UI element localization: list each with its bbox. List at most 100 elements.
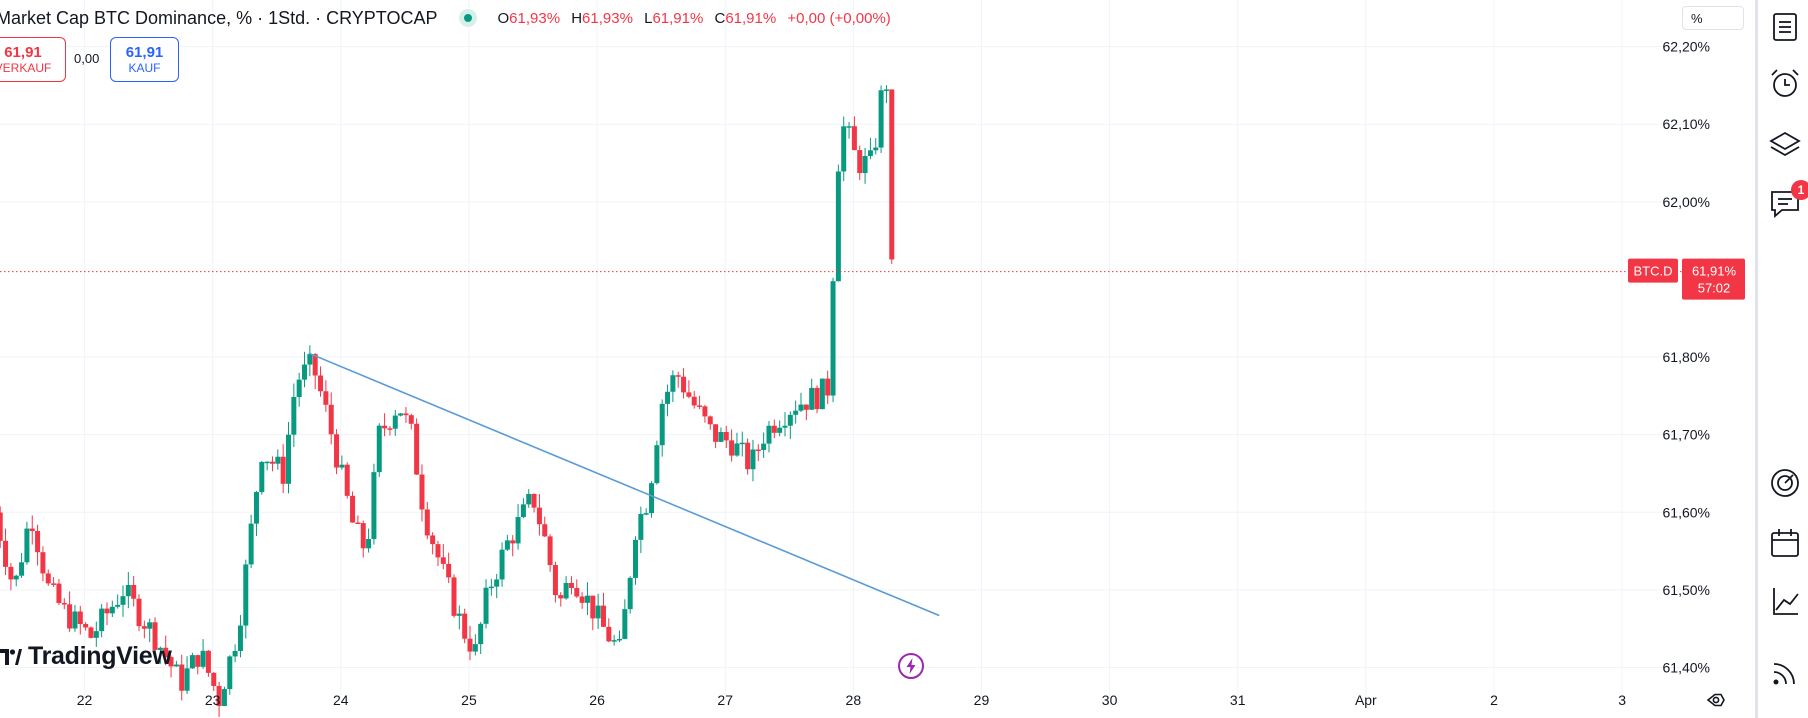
candle-body: [141, 626, 147, 629]
candle-body: [515, 517, 521, 544]
candle-body: [681, 376, 687, 393]
ohlc-close-label: C: [714, 9, 726, 27]
candle-body: [595, 605, 601, 619]
candle-body: [376, 425, 382, 473]
gauge-icon[interactable]: [1768, 466, 1802, 500]
candle-body: [435, 544, 441, 558]
candle-body: [419, 474, 425, 510]
buy-label: KAUF: [128, 61, 161, 75]
candle-body: [227, 656, 233, 690]
candle-body: [488, 586, 494, 589]
candle-body: [35, 530, 41, 553]
y-tick-label: 61,80%: [1663, 349, 1710, 365]
candle-body: [536, 507, 542, 525]
candle-body: [542, 524, 548, 537]
candle-body: [755, 449, 761, 452]
chart-line-icon[interactable]: [1768, 584, 1802, 618]
candle-body: [478, 623, 484, 645]
calendar-icon[interactable]: [1768, 526, 1802, 560]
candle-body: [328, 404, 334, 435]
candle-body: [494, 579, 500, 587]
y-tick-label: 61,40%: [1663, 660, 1710, 676]
y-tick-label: 61,60%: [1663, 504, 1710, 520]
candle-body: [446, 563, 452, 578]
symbol-title[interactable]: Market Cap BTC Dominance, % · 1Std. · CR…: [0, 7, 438, 28]
candle-body: [616, 638, 622, 641]
candle-body: [510, 540, 516, 544]
candle-body: [344, 464, 350, 496]
candle-body: [857, 150, 863, 174]
sell-price: 61,91: [4, 44, 42, 61]
x-tick-label: 30: [1102, 692, 1118, 708]
layers-icon[interactable]: [1768, 127, 1802, 161]
candle-body: [72, 611, 78, 629]
percent-scale-button[interactable]: %: [1682, 6, 1744, 30]
sell-label: VERKAUF: [0, 61, 52, 75]
candle-body: [579, 596, 585, 603]
y-tick-label: 61,70%: [1663, 427, 1710, 443]
candle-body: [355, 522, 361, 525]
alarm-clock-icon[interactable]: [1768, 66, 1802, 100]
candle-body: [846, 126, 852, 128]
candle-body: [873, 147, 879, 151]
candle-body: [280, 456, 286, 484]
candle-body: [318, 375, 324, 392]
candle-body: [3, 540, 9, 567]
candle-body: [56, 583, 62, 603]
candle-body: [568, 582, 574, 588]
ohlc-open-value: 61,93%: [509, 9, 561, 27]
candle-body: [814, 387, 820, 410]
candle-body: [109, 606, 115, 614]
candle-body: [221, 689, 227, 706]
symbol-tag-label: BTC.D: [1634, 264, 1673, 279]
candle-body: [0, 512, 3, 541]
candle-body: [670, 375, 676, 392]
x-tick-label: 25: [461, 692, 477, 708]
candle-body: [334, 434, 340, 468]
candle-body: [761, 443, 767, 450]
price-tag: [1682, 258, 1745, 300]
candle-body: [408, 415, 414, 424]
candle-body: [440, 557, 446, 564]
candle-body: [13, 575, 19, 580]
candle-body: [157, 647, 163, 650]
candle-body: [574, 587, 580, 597]
candle-body: [45, 573, 51, 584]
candle-body: [622, 609, 628, 639]
buy-button[interactable]: 61,91 KAUF: [110, 37, 179, 82]
sell-button[interactable]: 61,91 VERKAUF: [0, 37, 66, 82]
candle-body: [558, 595, 564, 599]
settings-gear-icon[interactable]: [1706, 690, 1726, 710]
candle-body: [729, 440, 735, 456]
broadcast-icon[interactable]: [1768, 656, 1802, 690]
lightning-icon[interactable]: [897, 652, 925, 680]
candle-body: [793, 410, 799, 415]
candle-body: [803, 404, 809, 410]
candle-body: [782, 425, 788, 428]
y-tick-label: 61,50%: [1663, 582, 1710, 598]
candle-body: [718, 432, 724, 442]
candle-body: [777, 427, 783, 433]
candle-body: [734, 443, 740, 456]
price-chart[interactable]: 62,20% 62,10% 62,00% 61,80% 61,70% 61,60% 61,5…: [0, 0, 1755, 718]
candles-group: [0, 85, 895, 717]
candle-body: [819, 378, 825, 410]
tradingview-logo[interactable]: TradingView: [0, 642, 172, 671]
y-tick-label: 62,20%: [1663, 39, 1710, 55]
ohlc-readout: O61,93% H61,93% L61,91% C61,91% +0,00 (+…: [497, 10, 897, 27]
candle-body: [504, 540, 510, 550]
candle-body: [392, 415, 398, 429]
market-status-icon[interactable]: [459, 9, 478, 27]
candle-body: [424, 509, 430, 536]
candle-body: [184, 668, 190, 691]
candle-body: [115, 604, 121, 607]
candle-body: [147, 622, 153, 629]
x-tick-label: 2: [1490, 692, 1498, 708]
x-tick-label: 26: [589, 692, 605, 708]
candle-body: [723, 432, 729, 441]
chart-pane[interactable]: 62,20% 62,10% 62,00% 61,80% 61,70% 61,60% 61,5…: [0, 0, 1755, 718]
watchlist-icon[interactable]: [1768, 10, 1802, 44]
price-tag-value: 61,91%: [1692, 264, 1737, 279]
candle-body: [264, 461, 270, 464]
candle-body: [750, 449, 756, 470]
